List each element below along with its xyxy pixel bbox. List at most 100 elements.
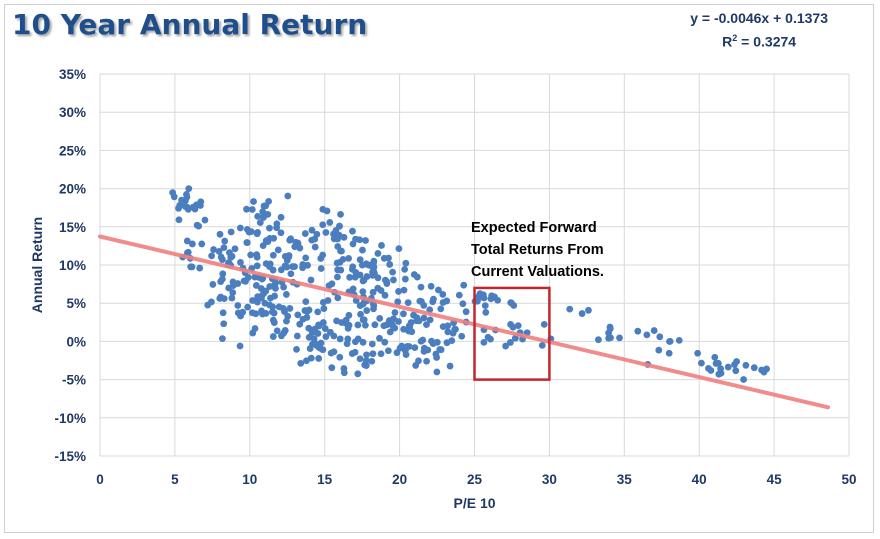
data-point bbox=[234, 302, 242, 309]
data-point bbox=[221, 237, 229, 245]
data-point bbox=[420, 302, 428, 309]
data-point bbox=[394, 298, 402, 306]
data-point bbox=[415, 357, 422, 365]
data-point bbox=[420, 314, 428, 322]
data-point bbox=[249, 297, 256, 304]
data-point bbox=[443, 297, 451, 305]
y-tick-label: 15% bbox=[59, 220, 86, 235]
data-point bbox=[337, 247, 344, 255]
data-point bbox=[237, 312, 244, 320]
data-point bbox=[248, 309, 256, 317]
data-point bbox=[417, 283, 425, 291]
data-point bbox=[254, 229, 262, 236]
data-point bbox=[210, 246, 217, 253]
x-tick-label: 5 bbox=[171, 472, 179, 487]
data-point bbox=[326, 219, 334, 226]
r-squared-label: R bbox=[722, 33, 733, 50]
data-point bbox=[201, 216, 209, 224]
x-axis-label: P/E 10 bbox=[453, 495, 495, 511]
data-point bbox=[363, 273, 371, 280]
data-point bbox=[280, 283, 287, 291]
data-point bbox=[334, 266, 342, 274]
data-point bbox=[259, 208, 267, 216]
data-point bbox=[511, 334, 519, 342]
data-point bbox=[225, 284, 233, 292]
data-point bbox=[391, 309, 399, 316]
x-tick-label: 50 bbox=[841, 472, 856, 487]
data-point bbox=[328, 280, 336, 288]
data-point bbox=[262, 287, 270, 295]
y-tick-label: -10% bbox=[54, 411, 86, 426]
data-point bbox=[448, 337, 456, 345]
data-point bbox=[243, 205, 250, 213]
data-point bbox=[254, 212, 262, 220]
data-point bbox=[204, 301, 212, 309]
data-point bbox=[303, 314, 311, 321]
data-point bbox=[389, 268, 397, 276]
data-point bbox=[707, 367, 715, 374]
data-point bbox=[227, 254, 235, 261]
data-point bbox=[268, 308, 276, 316]
data-point bbox=[368, 340, 376, 348]
data-point bbox=[377, 350, 385, 358]
data-point bbox=[262, 237, 270, 245]
data-point bbox=[378, 242, 385, 249]
data-point bbox=[342, 319, 349, 327]
y-tick-label: 30% bbox=[59, 105, 86, 120]
data-point bbox=[311, 243, 319, 251]
data-point bbox=[356, 256, 364, 264]
data-point bbox=[396, 344, 404, 352]
data-point bbox=[334, 273, 341, 281]
data-point bbox=[337, 211, 344, 218]
data-point bbox=[345, 254, 353, 262]
data-point bbox=[321, 325, 329, 332]
data-point bbox=[336, 353, 344, 361]
data-point bbox=[356, 355, 364, 363]
annotation-line: Current Valuations. bbox=[471, 264, 604, 280]
data-point bbox=[643, 331, 651, 339]
data-point bbox=[269, 316, 277, 324]
data-point bbox=[429, 340, 437, 348]
data-point bbox=[731, 361, 738, 368]
data-point bbox=[254, 293, 262, 301]
data-point bbox=[349, 227, 356, 235]
data-point bbox=[320, 305, 328, 313]
data-point bbox=[297, 359, 305, 367]
data-point bbox=[386, 328, 394, 336]
data-point bbox=[248, 206, 256, 213]
data-point bbox=[714, 359, 722, 367]
data-point bbox=[277, 213, 285, 221]
data-point bbox=[437, 346, 445, 354]
data-point bbox=[433, 368, 441, 376]
data-point bbox=[362, 237, 369, 244]
data-point bbox=[634, 327, 642, 335]
data-point bbox=[319, 298, 327, 306]
data-point bbox=[374, 274, 382, 282]
data-point bbox=[656, 333, 664, 341]
data-point bbox=[356, 236, 364, 244]
data-point bbox=[271, 292, 278, 300]
data-point bbox=[419, 336, 427, 344]
data-point bbox=[251, 273, 259, 281]
x-tick-label: 30 bbox=[542, 472, 557, 487]
data-point bbox=[317, 255, 325, 262]
data-point bbox=[374, 250, 382, 257]
data-point bbox=[299, 261, 307, 268]
data-point bbox=[293, 345, 300, 353]
data-point bbox=[250, 198, 257, 205]
data-point bbox=[423, 321, 430, 329]
data-point bbox=[315, 344, 323, 351]
data-point bbox=[175, 216, 183, 224]
data-point bbox=[216, 230, 224, 238]
annotation-line: Expected Forward bbox=[471, 220, 597, 236]
data-point bbox=[219, 270, 227, 278]
data-point bbox=[740, 376, 747, 383]
equation-line: y = -0.0046x + 0.1373 bbox=[690, 10, 828, 26]
data-point bbox=[380, 254, 388, 262]
r-squared-line: R2 = 0.3274 bbox=[690, 28, 828, 52]
data-point bbox=[711, 353, 719, 361]
data-point bbox=[476, 290, 484, 298]
data-point bbox=[446, 362, 454, 370]
data-point bbox=[260, 202, 268, 210]
y-axis-label: Annual Return bbox=[29, 217, 45, 313]
